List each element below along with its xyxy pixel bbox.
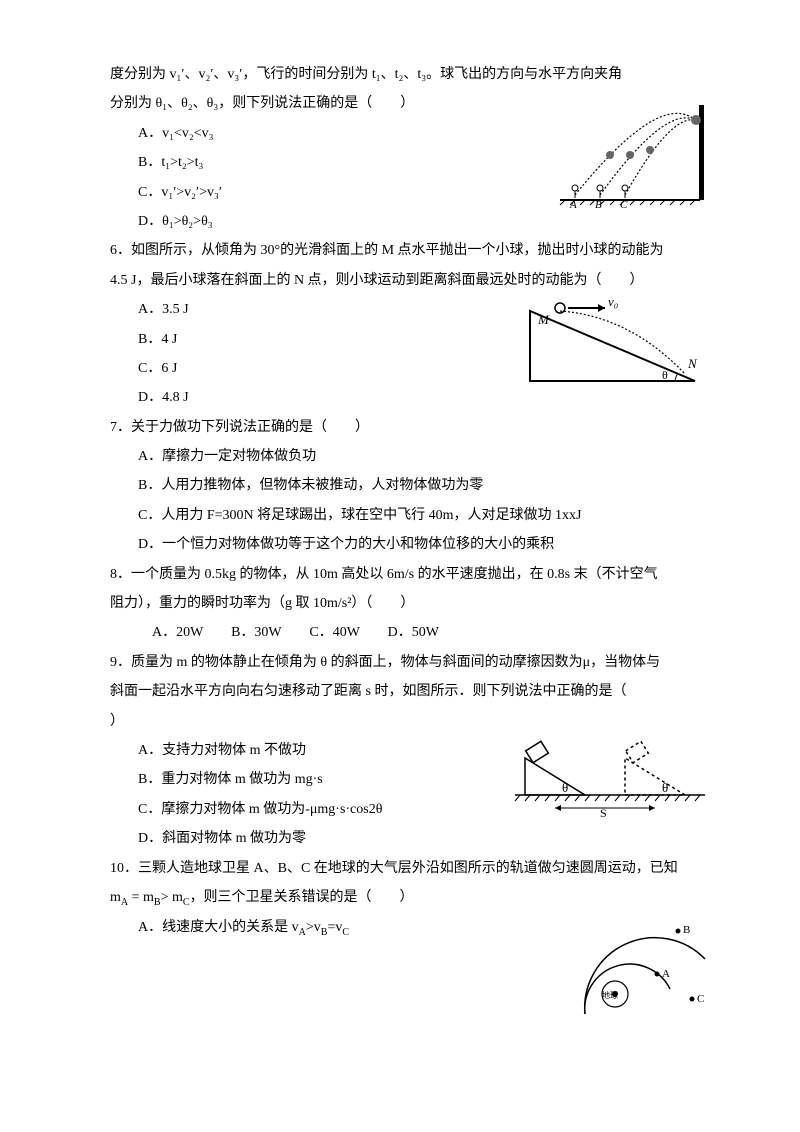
q7-optD: D．一个恒力对物体做功等于这个力的大小和物体位移的大小的乘积 (110, 530, 710, 559)
incline-figure: M v₀ N θ (520, 296, 710, 396)
q6-figure: M v₀ N θ (520, 296, 710, 396)
q10-block: 地球 A B C 10．三颗人造地球卫星 A、B、C 在地球的大气层外沿如图所示… (110, 854, 710, 943)
q7-optA: A．摩擦力一定对物体做负功 (110, 442, 710, 471)
q8-stem1: 8．一个质量为 0.5kg 的物体，从 10m 高处以 6m/s 的水平速度抛出… (110, 560, 710, 589)
text: = m (128, 890, 154, 905)
q5-figure: A B C (540, 100, 710, 210)
q9-figure: θ θ S (510, 733, 710, 818)
q8-opts: A．20W B．30W C．40W D．50W (110, 618, 710, 647)
q6-stem1: 6．如图所示，从倾角为 30°的光滑斜面上的 M 点水平抛出一个小球，抛出时小球… (110, 236, 710, 265)
svg-text:M: M (537, 312, 550, 327)
q6-stem2: 4.5 J，最后小球落在斜面上的 N 点，则小球运动到距离斜面最远处时的动能为（… (110, 266, 710, 295)
q8-block: 8．一个质量为 0.5kg 的物体，从 10m 高处以 6m/s 的水平速度抛出… (110, 560, 710, 648)
svg-text:A: A (662, 968, 670, 980)
q5-block: A B C 度分别为 v₁′、v₂′、v₃′，飞行的时间分别为 t₁、t₂、t₃… (110, 60, 710, 236)
q9-stem3: ） (110, 707, 710, 736)
q8-stem2: 阻力），重力的瞬时功率为（g 取 10m/s²）（ ） (110, 589, 710, 618)
text: A．线速度大小的关系是 v (138, 920, 299, 935)
q7-stem: 7．关于力做功下列说法正确的是（ ） (110, 413, 710, 442)
svg-text:v₀: v₀ (608, 296, 618, 309)
svg-text:B: B (595, 199, 602, 210)
q7-optC: C．人用力 F=300N 将足球踢出，球在空中飞行 40m，人对足球做功 1xx… (110, 501, 710, 530)
text: ，则三个卫星关系错误的是（ ） (190, 890, 414, 905)
svg-text:θ: θ (662, 368, 668, 382)
svg-text:C: C (620, 199, 628, 210)
svg-text:A: A (569, 199, 577, 210)
q10-stem1: 10．三颗人造地球卫星 A、B、C 在地球的大气层外沿如图所示的轨道做匀速圆周运… (110, 854, 710, 883)
projectile-wall-figure: A B C (540, 100, 710, 210)
svg-text:B: B (683, 924, 690, 936)
sub: C (342, 927, 349, 938)
q5-optD: D．θ₁>θ₂>θ₃ (110, 207, 710, 236)
q9-block: θ θ S 9．质量为 m 的物体静止在倾角为 θ 的斜面上，物体与斜面间的动摩… (110, 648, 710, 854)
q7-block: 7．关于力做功下列说法正确的是（ ） A．摩擦力一定对物体做负功 B．人用力推物… (110, 413, 710, 560)
svg-text:地球: 地球 (602, 990, 618, 1000)
text: m (110, 890, 121, 905)
q5-line1: 度分别为 v₁′、v₂′、v₃′，飞行的时间分别为 t₁、t₂、t₃。球飞出的方… (110, 60, 710, 89)
text: >v (306, 920, 321, 935)
q6-block: M v₀ N θ 6．如图所示，从倾角为 30°的光滑斜面上的 M 点水平抛出一… (110, 236, 710, 412)
sub: C (183, 897, 190, 908)
sub: B (154, 897, 161, 908)
svg-text:θ: θ (562, 780, 568, 795)
q7-optB: B．人用力推物体，但物体未被推动，人对物体做功为零 (110, 471, 710, 500)
sliding-incline-figure: θ θ S (510, 733, 710, 818)
q10-figure: 地球 A B C (580, 909, 710, 1019)
q9-optD: D．斜面对物体 m 做功为零 (110, 824, 710, 853)
orbits-figure: 地球 A B C (580, 909, 710, 1019)
text: =v (327, 920, 342, 935)
svg-text:N: N (687, 356, 698, 371)
q9-stem2: 斜面一起沿水平方向向右匀速移动了距离 s 时，如图所示．则下列说法中正确的是（ (110, 677, 710, 706)
sub: A (299, 927, 306, 938)
svg-text:C: C (697, 993, 704, 1005)
svg-text:θ: θ (662, 780, 668, 795)
q9-stem1: 9．质量为 m 的物体静止在倾角为 θ 的斜面上，物体与斜面间的动摩擦因数为μ，… (110, 648, 710, 677)
text: > m (161, 890, 183, 905)
svg-text:S: S (600, 806, 607, 818)
